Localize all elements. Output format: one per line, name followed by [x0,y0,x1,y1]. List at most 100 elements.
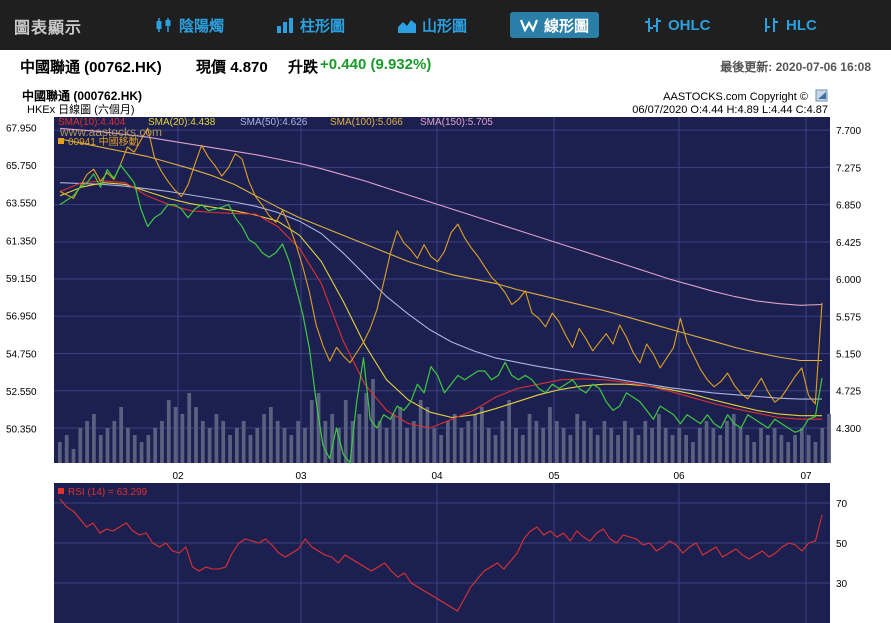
volume-bar [813,442,818,463]
volume-bar [514,428,518,463]
volume-bar [507,400,512,463]
volume-bar [275,421,280,463]
volume-bar [466,421,471,463]
volume-bar [153,428,158,463]
volume-bar [827,414,831,463]
volume-bar [704,421,709,463]
volume-bar [650,428,654,463]
tab-ohlc[interactable]: OHLC [644,12,711,38]
x-axis: 02 03 04 05 06 07 [172,471,812,482]
sma-line [59,182,822,419]
volume-bar [78,428,83,463]
legend-entry: 00941 中國移動 [68,135,139,148]
main-grid [54,117,830,463]
right-tick-label: 7.700 [836,126,861,137]
price-display: 現價 4.870 [196,56,268,77]
volume-bar [486,428,491,463]
left-tick-label: 63.550 [6,199,37,210]
right-tick-label: 5.150 [836,350,861,361]
volume-bar [92,414,96,463]
volume-bar [738,428,743,463]
right-tick-label: 5.575 [836,312,861,323]
volume-bar [452,414,457,463]
tab-line-chart[interactable]: 線形圖 [510,12,600,38]
volume-bar [98,435,103,463]
tab-candlestick[interactable]: 陰陽燭 [155,12,224,38]
last-updated: 最後更新: 2020-07-06 16:08 [720,60,871,74]
right-tick-label: 4.725 [836,387,861,398]
volume-bar [411,421,416,463]
tab-label: OHLC [668,16,711,34]
legend-swatch [58,138,64,144]
volume-bar [657,414,661,463]
right-tick-label: 6.425 [836,238,861,249]
right-tick-label: 7.275 [836,163,861,174]
volume-bar [248,435,253,463]
left-tick-label: 65.750 [6,161,37,172]
sma-line [59,180,822,429]
rsi-tick-label: 70 [836,499,848,510]
x-tick-label: 03 [295,471,307,482]
volume-bar [418,400,423,463]
volume-bar [459,428,464,463]
rsi-axis: 70 50 30 [836,499,848,590]
x-tick-label: 04 [431,471,443,482]
volume-bar [194,407,198,463]
volume-bar [241,421,246,463]
volume-bar [221,421,226,463]
volume-bar [602,421,607,463]
volume-bar [493,435,498,463]
volume-bar [643,421,648,463]
volume-bar [371,379,375,463]
watermark: www.aastocks.com [59,125,162,139]
sma-line [59,127,823,306]
tab-label: 陰陽燭 [179,17,225,35]
left-axis: 67.950 65.750 63.550 61.350 59.150 56.950 54.7… [6,123,37,435]
volume-bar [684,435,688,463]
sma-line [59,182,822,400]
volume-bar [58,442,62,463]
volume-bar [691,442,695,463]
tab-label: 線形圖 [544,17,590,35]
volume-bar [255,428,260,463]
volume-bar [731,414,736,463]
volume-bar [568,435,573,463]
rsi-legend-swatch [58,488,64,494]
volume-bar [139,442,144,463]
chart-type-toolbar: 圖表顯示 陰陽燭 柱形圖 山形圖 線形圖 OHLC [0,0,891,50]
stock-name: 中國聯通 (00762.HK) [20,59,162,76]
x-tick-label: 07 [800,471,812,482]
volume-bar [772,428,777,463]
volume-bar [432,428,437,463]
sma-line [59,138,822,362]
tab-bar-chart[interactable]: 柱形圖 [276,12,345,38]
left-tick-label: 52.550 [6,387,37,398]
tab-mountain-chart[interactable]: 山形圖 [398,12,467,38]
left-tick-label: 54.750 [6,349,37,360]
price-value: 4.870 [230,59,268,76]
left-tick-label: 59.150 [6,274,37,285]
volume-bar [207,428,212,463]
tab-hlc[interactable]: HLC [762,12,817,38]
volume-bar [622,421,627,463]
volume-bar [480,407,484,463]
volume-bar [343,400,348,463]
rsi-legend: RSI (14) = 63.299 [58,487,148,498]
reset-zoom-icon[interactable] [815,89,828,102]
volume-bar [64,435,69,463]
volume-bar [234,428,239,463]
volume-bar [146,435,151,463]
bar-chart-icon [277,18,293,33]
volume-bar [180,414,185,463]
rsi-tick-label: 50 [836,539,848,550]
volume-bar [296,421,300,463]
x-tick-label: 06 [673,471,685,482]
volume-bar [799,428,804,463]
volume-bar [745,435,750,463]
volume-bar [316,393,321,463]
right-tick-label: 6.000 [836,275,861,286]
volume-bar [384,428,389,463]
volume-bar [711,428,716,463]
volume-bar [262,414,266,463]
x-tick-label: 02 [172,471,184,482]
